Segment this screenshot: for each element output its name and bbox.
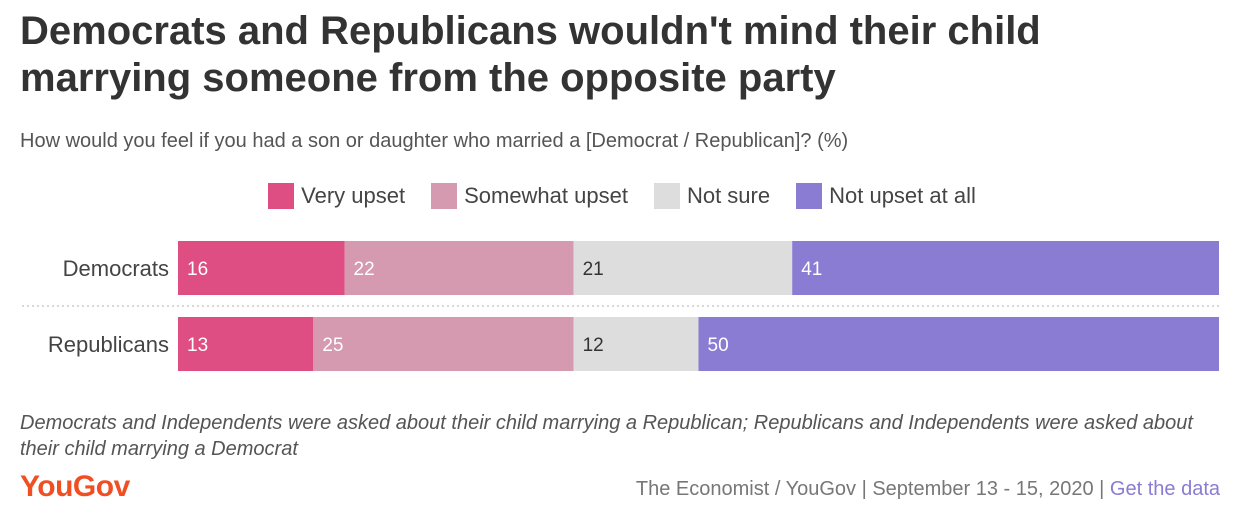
legend-label-not-upset-at-all: Not upset at all (829, 183, 976, 208)
legend-swatch-not-sure (653, 183, 680, 209)
legend-item-not-sure: Not sure (653, 183, 771, 209)
data-label-democrats-very-upset: 16 (187, 259, 208, 280)
category-label-democrats: Democrats (63, 256, 169, 281)
bar-row-republicans: Republicans 13 25 12 50 (48, 317, 1219, 371)
data-label-republicans-not-upset-at-all: 50 (708, 335, 729, 356)
stacked-bar-chart: Democrats 16 22 21 41 Republicans 13 25 12 50 (22, 241, 1219, 371)
legend-swatch-very-upset (268, 183, 295, 209)
data-label-democrats-somewhat-upset: 22 (354, 259, 375, 280)
data-label-republicans-very-upset: 13 (187, 335, 208, 356)
legend-swatch-somewhat-upset (431, 183, 458, 209)
data-label-republicans-somewhat-upset: 25 (322, 335, 343, 356)
legend-swatch-not-upset-at-all (796, 183, 823, 209)
bar-republicans-very-upset (178, 317, 314, 371)
chart-title: Democrats and Republicans wouldn't mind … (20, 9, 1041, 100)
legend-item-very-upset: Very upset (268, 183, 405, 209)
yougov-logo: YouGov (20, 470, 130, 503)
data-label-democrats-not-sure: 21 (583, 259, 604, 280)
data-label-democrats-not-upset-at-all: 41 (801, 259, 822, 280)
bar-democrats-somewhat-upset (344, 241, 574, 295)
legend-label-somewhat-upset: Somewhat upset (464, 183, 628, 208)
legend-item-not-upset-at-all: Not upset at all (796, 183, 976, 209)
legend-item-somewhat-upset: Somewhat upset (431, 183, 628, 209)
chart-subtitle: How would you feel if you had a son or d… (20, 130, 849, 152)
bar-democrats-very-upset (178, 241, 345, 295)
bar-row-democrats: Democrats 16 22 21 41 (63, 241, 1219, 295)
category-label-republicans: Republicans (48, 332, 169, 357)
chart-note: Democrats and Independents were asked ab… (20, 412, 1193, 460)
bar-republicans-somewhat-upset (313, 317, 574, 371)
bar-republicans-not-upset-at-all (698, 317, 1219, 371)
legend-label-not-sure: Not sure (686, 183, 771, 208)
source-line: The Economist / YouGov | September 13 - … (636, 478, 1220, 501)
legend: Very upset Somewhat upset Not sure Not u… (0, 183, 1244, 209)
source-text: The Economist / YouGov | September 13 - … (635, 478, 1110, 500)
data-label-republicans-not-sure: 12 (583, 335, 604, 356)
bar-republicans-not-sure (573, 317, 699, 371)
bar-democrats-not-sure (573, 241, 793, 295)
bar-democrats-not-upset-at-all (792, 241, 1219, 295)
get-the-data-link[interactable]: Get the data (1109, 478, 1220, 500)
legend-label-very-upset: Very upset (301, 183, 406, 208)
